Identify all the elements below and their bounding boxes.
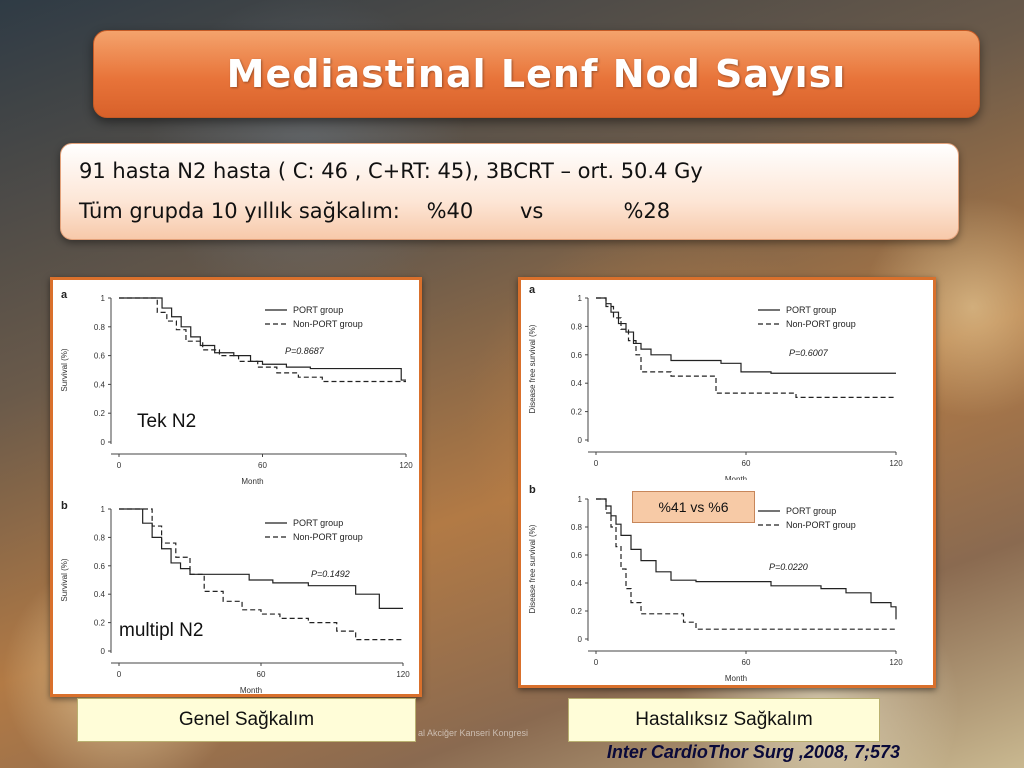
annotation-box: %41 vs %6 — [632, 491, 755, 523]
y-tick-label: 0 — [578, 436, 583, 445]
x-tick-label: 60 — [742, 459, 751, 468]
chart-dfs-a: a 0 0.2 0.4 0.6 0.8 1 0 60 120 Month Disease free s… — [528, 284, 903, 480]
label-multipl-n2: multipl N2 — [119, 620, 204, 642]
series-line — [596, 297, 896, 398]
slide-title: Mediastinal Lenf Nod Sayısı — [226, 52, 847, 96]
legend-label: PORT group — [293, 518, 343, 528]
x-tick-label: 120 — [399, 461, 413, 470]
x-tick-label: 120 — [889, 658, 903, 667]
x-tick-label: 60 — [742, 658, 751, 667]
title-banner: Mediastinal Lenf Nod Sayısı — [93, 30, 980, 118]
y-tick-label: 0.8 — [94, 323, 106, 332]
y-tick-label: 0.4 — [94, 380, 106, 389]
series-line — [119, 297, 406, 381]
y-axis-label: Disease free survival (%) — [528, 524, 537, 613]
x-tick-label: 120 — [396, 670, 410, 679]
x-tick-label: 120 — [889, 459, 903, 468]
p-value-label: P=0.0220 — [769, 562, 808, 572]
y-tick-label: 0.2 — [94, 619, 106, 628]
legend-label: PORT group — [786, 506, 836, 516]
y-tick-label: 0.8 — [571, 322, 583, 331]
x-tick-label: 60 — [258, 461, 267, 470]
legend-label: Non-PORT group — [293, 532, 363, 542]
y-tick-label: 0.2 — [94, 409, 106, 418]
caption-right-text: Hastalıksız Sağkalım — [635, 709, 813, 730]
y-axis-label: Survival (%) — [60, 558, 69, 601]
y-tick-label: 0.6 — [571, 351, 583, 360]
y-tick-label: 0.4 — [571, 579, 583, 588]
x-tick-label: 60 — [257, 670, 266, 679]
y-tick-label: 0.8 — [94, 533, 106, 542]
x-axis-label: Month — [725, 674, 747, 683]
info-box: 91 hasta N2 hasta ( C: 46 , C+RT: 45), 3… — [60, 143, 959, 240]
left-chart-panel: a 0 0.2 0.4 0.6 0.8 1 0 60 120 Month Survival (%) PO… — [50, 277, 422, 697]
y-tick-label: 1 — [578, 294, 583, 303]
y-axis-label: Survival (%) — [60, 348, 69, 391]
p-value-label: P=0.8687 — [285, 346, 325, 356]
caption-left-text: Genel Sağkalım — [178, 709, 315, 730]
panel-letter: b — [529, 484, 536, 496]
legend-label: Non-PORT group — [293, 319, 363, 329]
y-tick-label: 0.6 — [94, 352, 106, 361]
citation: Inter CardioThor Surg ,2008, 7;573 — [606, 742, 900, 762]
p-value-label: P=0.1492 — [311, 569, 350, 579]
chart-overall-b: b 0 0.2 0.4 0.6 0.8 1 0 60 120 Month Survival (%) PO… — [60, 500, 410, 694]
series-line — [596, 297, 896, 374]
right-chart-panel: a 0 0.2 0.4 0.6 0.8 1 0 60 120 Month Disease free s… — [518, 277, 936, 688]
x-axis-label: Month — [725, 475, 747, 480]
y-tick-label: 0.8 — [571, 523, 583, 532]
y-tick-label: 0 — [101, 647, 106, 656]
panel-letter: a — [529, 284, 536, 296]
y-tick-label: 0.4 — [94, 590, 106, 599]
label-tek-n2: Tek N2 — [137, 411, 197, 433]
panel-letter: b — [61, 500, 68, 512]
series-line — [119, 508, 403, 641]
x-axis-label: Month — [241, 477, 263, 485]
y-tick-label: 1 — [578, 495, 583, 504]
x-tick-label: 0 — [594, 459, 599, 468]
y-tick-label: 1 — [101, 505, 106, 514]
x-axis-label: Month — [240, 686, 262, 694]
y-tick-label: 0.6 — [94, 562, 106, 571]
y-axis-label: Disease free survival (%) — [528, 324, 537, 413]
y-tick-label: 0 — [101, 438, 106, 447]
series-line — [596, 498, 896, 630]
footer-faint-text: al Akciğer Kanseri Kongresi — [418, 728, 529, 738]
series-line — [119, 297, 406, 383]
series-line — [596, 498, 897, 620]
legend-label: PORT group — [786, 305, 836, 315]
panel-letter: a — [61, 289, 68, 301]
y-tick-label: 0.6 — [571, 551, 583, 560]
chart-overall-a: a 0 0.2 0.4 0.6 0.8 1 0 60 120 Month Survival (%) PO… — [60, 289, 413, 485]
legend-label: Non-PORT group — [786, 520, 856, 530]
legend-label: Non-PORT group — [786, 319, 856, 329]
legend-label: PORT group — [293, 305, 343, 315]
y-tick-label: 0.2 — [571, 408, 583, 417]
p-value-label: P=0.6007 — [789, 348, 829, 358]
x-tick-label: 0 — [594, 658, 599, 667]
chart-dfs-b: b 0 0.2 0.4 0.6 0.8 1 0 60 120 Month Disease free s… — [528, 484, 903, 683]
y-tick-label: 1 — [101, 294, 106, 303]
caption-overall-survival: Genel Sağkalım — [77, 698, 416, 742]
y-tick-label: 0 — [578, 635, 583, 644]
info-line-1: 91 hasta N2 hasta ( C: 46 , C+RT: 45), 3… — [79, 159, 703, 183]
x-tick-label: 0 — [117, 461, 122, 470]
info-line-2: Tüm grupda 10 yıllık sağkalım: %40 vs %2… — [79, 199, 671, 223]
y-tick-label: 0.4 — [571, 379, 583, 388]
x-tick-label: 0 — [117, 670, 122, 679]
caption-disease-free-survival: Hastalıksız Sağkalım — [568, 698, 880, 742]
series-line — [119, 508, 403, 609]
y-tick-label: 0.2 — [571, 607, 583, 616]
